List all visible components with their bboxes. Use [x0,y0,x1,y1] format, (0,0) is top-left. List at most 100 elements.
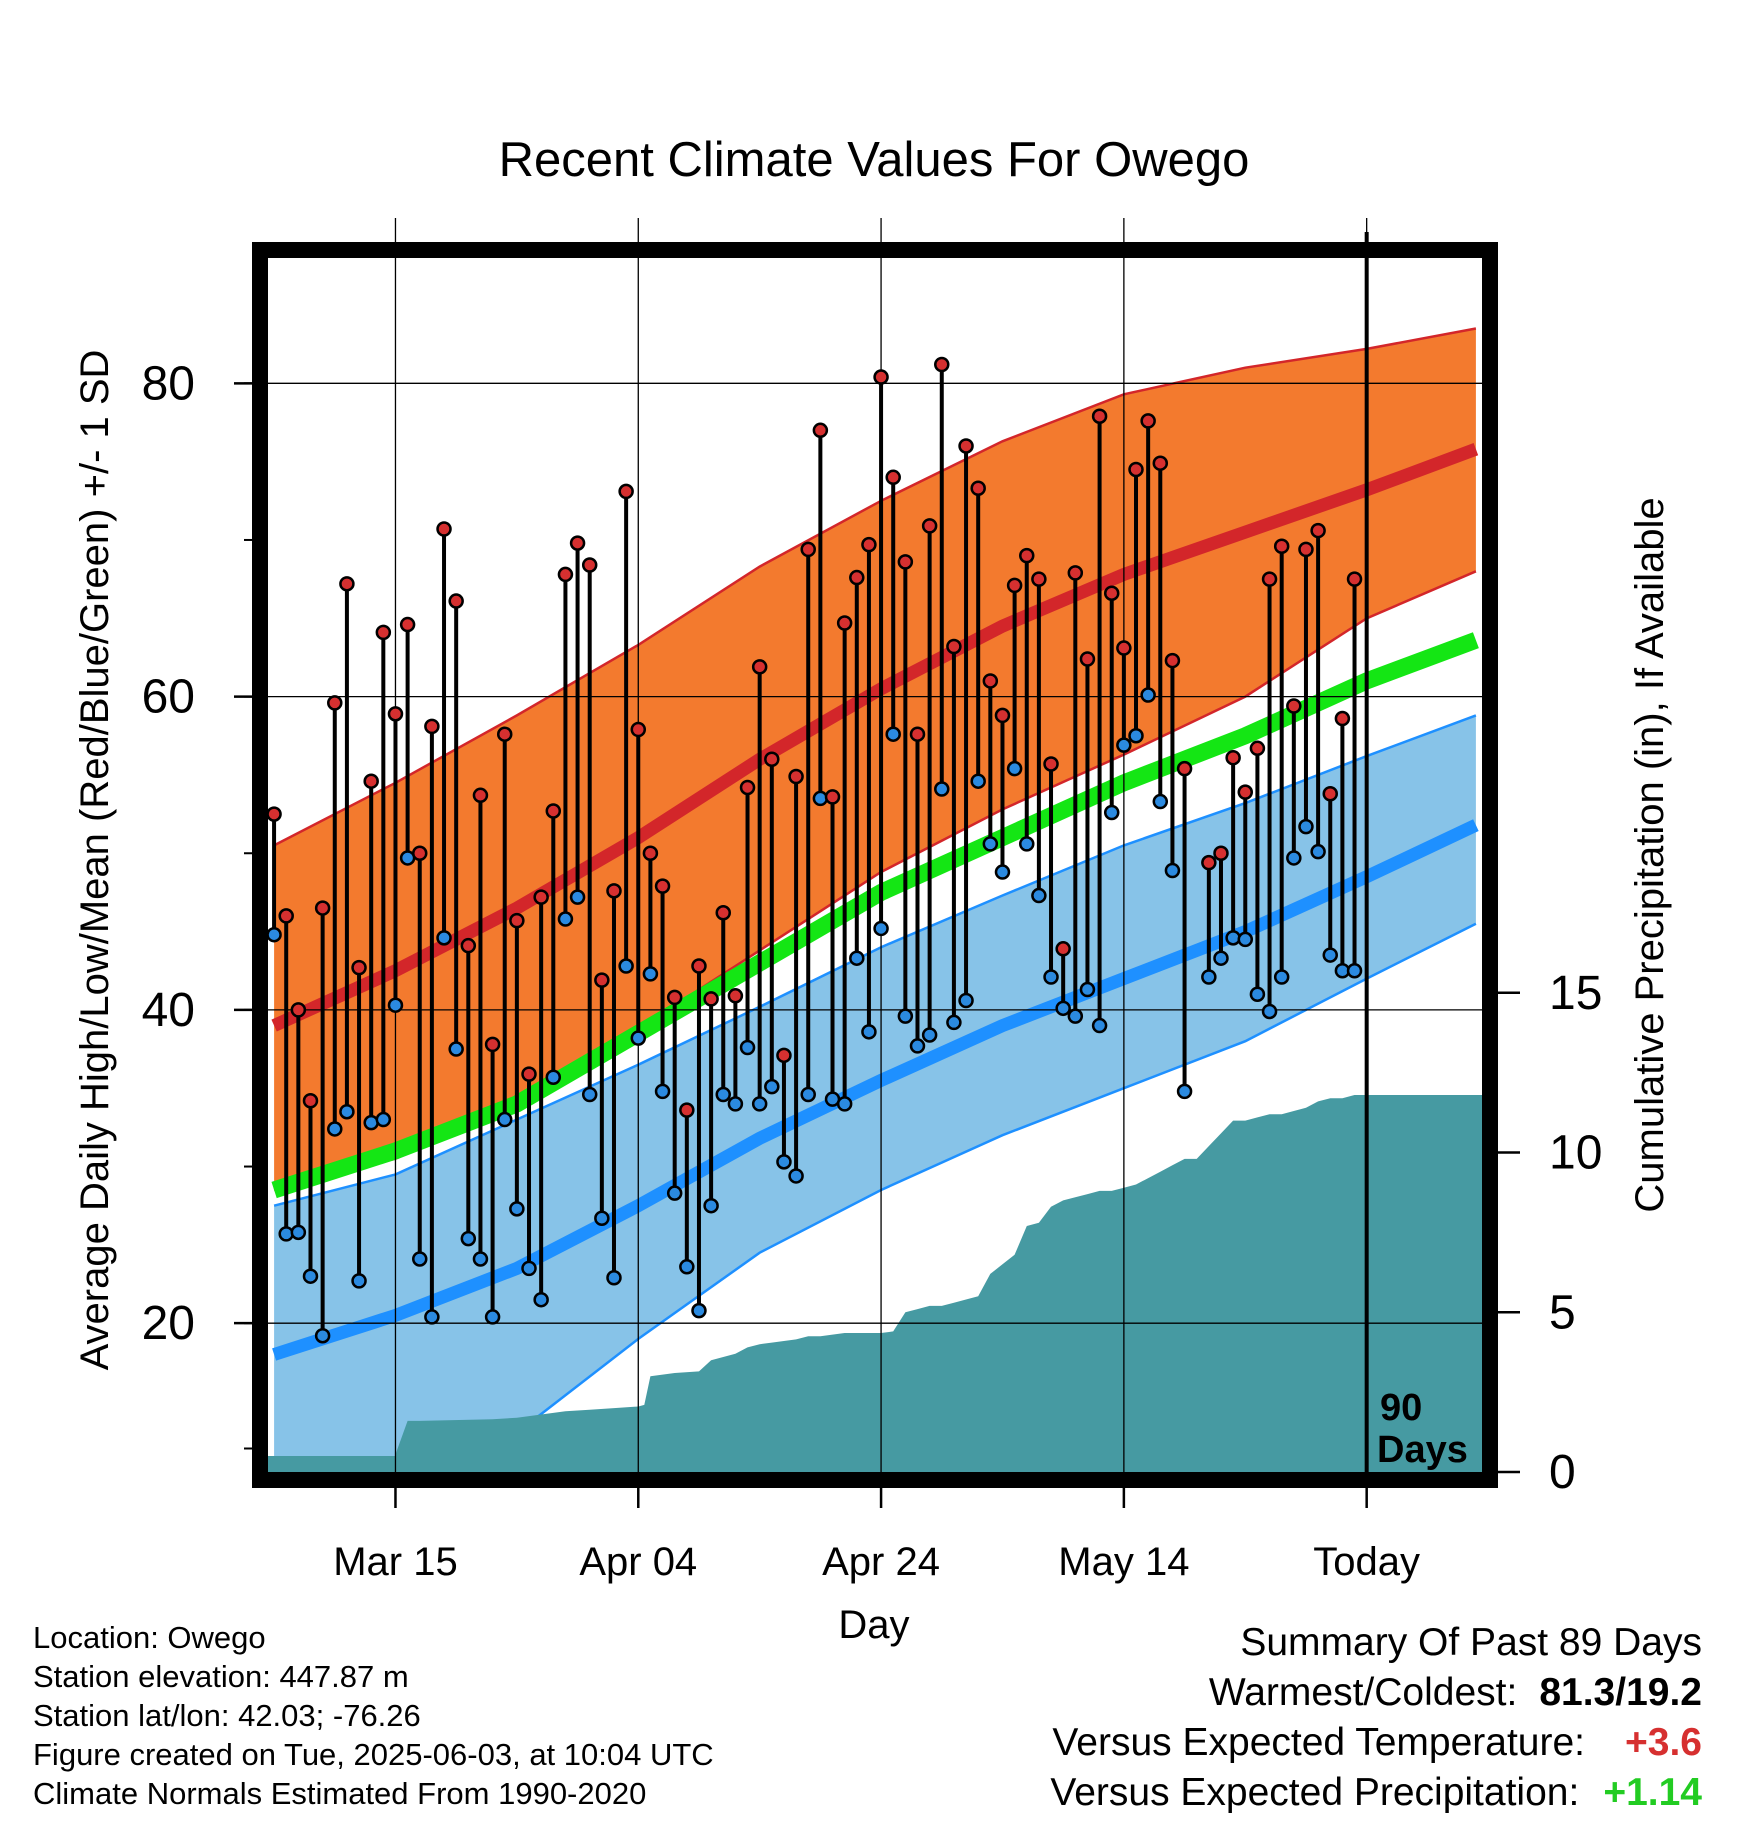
daily-high-point [1346,571,1363,587]
daily-low-point [618,958,634,974]
daily-low-point [666,1185,683,1201]
daily-low-point [654,1083,671,1100]
daily-high-point [1128,461,1144,478]
y-tick-label: 40 [142,984,195,1037]
high-sd-band [274,328,1476,1190]
daily-high-point [278,908,294,924]
daily-high-point [788,768,804,785]
daily-low-point [970,773,986,789]
daily-high-point [946,638,962,655]
station-info: Location: Owego Station elevation: 447.8… [33,1618,714,1813]
daily-high-point [339,576,355,592]
daily-high-point [509,912,525,929]
precip-departure-value: +1.14 [1603,1771,1702,1814]
daily-high-point [472,787,489,804]
x-axis-label: Day [838,1603,909,1647]
daily-high-point [521,1066,537,1082]
warmest-coldest-row: Warmest/Coldest: 81.3/19.2 [1050,1668,1702,1718]
daily-low-point [1286,850,1302,866]
daily-low-point [412,1251,428,1267]
daily-high-point [1031,571,1047,587]
daily-high-point [424,718,440,735]
daily-low-point [679,1259,695,1275]
daily-high-point [909,726,926,742]
daily-low-point [460,1230,477,1247]
y2-tick-label: 10 [1549,1127,1602,1180]
daily-high-point [739,779,756,796]
daily-high-point [970,480,986,497]
daily-low-point [1079,981,1096,998]
temp-departure-value: +3.6 [1625,1721,1702,1764]
daily-low-point [594,1210,610,1226]
y-tick-label: 20 [142,1297,195,1350]
daily-low-point [521,1260,537,1277]
chart-title: Recent Climate Values For Owego [499,133,1250,187]
daily-high-point [727,988,744,1004]
daily-high-point [934,356,950,373]
low-sd-band [274,715,1476,1472]
daily-high-point [1091,408,1108,424]
daily-high-point [861,536,877,553]
daily-low-point [691,1302,707,1319]
daily-high-point [1322,785,1338,802]
daily-high-point [1273,538,1290,554]
x-tick-label: Mar 15 [333,1540,458,1584]
daily-high-point [630,721,647,738]
warmest-coldest-label: Warmest/Coldest: [1208,1671,1518,1714]
daily-low-point [1019,836,1035,852]
daily-low-point [472,1251,489,1267]
x-tick-label: Apr 04 [579,1540,697,1584]
y2-tick-label: 15 [1549,967,1602,1020]
daily-high-point [533,889,549,905]
daily-low-point [703,1197,719,1214]
normals-text: Climate Normals Estimated From 1990-2020 [33,1776,647,1811]
daily-high-point [1019,547,1035,564]
daily-low-point [897,1008,914,1024]
created-text: Figure created on Tue, 2025-06-03, at 10… [33,1737,714,1772]
daily-low-point [1055,1000,1071,1017]
daily-high-point [1261,571,1278,587]
temp-departure-label: Versus Expected Temperature: [1052,1721,1585,1764]
daily-low-point [776,1154,792,1170]
daily-low-point [606,1270,622,1286]
daily-low-point [630,1030,647,1046]
daily-high-point [1310,522,1326,539]
daily-low-point [375,1111,392,1128]
daily-low-point [1201,969,1217,985]
daily-high-point [885,469,901,486]
daily-low-point [885,726,901,742]
daily-low-point [302,1268,319,1284]
daily-low-point [934,781,950,797]
daily-high-point [703,991,719,1007]
daily-high-point [1043,756,1059,772]
daily-low-point [290,1224,307,1241]
daily-high-point [715,905,731,921]
precip-departure-row: Versus Expected Precipitation: +1.14 [1050,1768,1702,1818]
daily-high-point [982,673,999,689]
daily-low-point [1091,1017,1108,1034]
cumulative-precip-area [268,1095,1482,1472]
daily-high-point [1225,749,1241,766]
daily-low-point [946,1014,962,1031]
daily-low-point [533,1291,549,1308]
daily-high-point [606,883,622,899]
daily-high-point [1164,652,1181,669]
daily-low-point [314,1327,331,1344]
daily-low-point [545,1069,562,1086]
daily-high-point [484,1036,501,1053]
daily-high-point [557,566,574,583]
daily-low-point [557,911,574,927]
daily-low-point [849,950,865,966]
daily-low-point [994,864,1011,880]
daily-high-point [594,972,610,988]
summary-heading: Summary Of Past 89 Days [1240,1621,1702,1664]
temp-departure-row: Versus Expected Temperature: +3.6 [1050,1718,1702,1768]
daily-high-point [642,845,659,862]
daily-low-point [921,1027,938,1043]
y2-tick-label: 5 [1549,1286,1576,1339]
daily-high-point [448,593,464,609]
daily-low-point [1213,950,1229,966]
daily-low-point [1006,760,1023,777]
daily-high-point [363,773,379,789]
